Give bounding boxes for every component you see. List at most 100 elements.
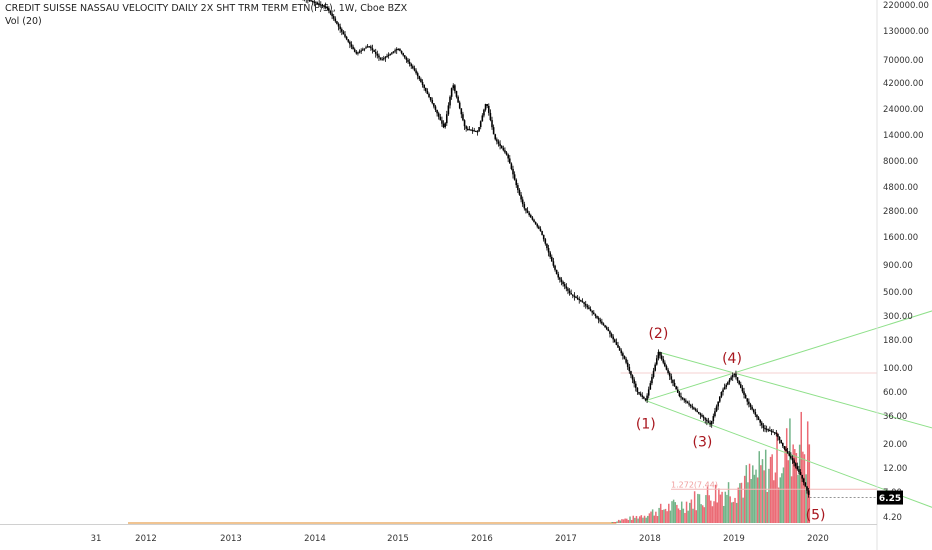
volume-bar: [643, 515, 646, 523]
candle-body: [794, 463, 797, 467]
volume-bar: [805, 474, 807, 523]
candle-body: [594, 314, 597, 316]
candle-body: [757, 417, 760, 421]
candle-body: [481, 115, 484, 122]
candle-body: [722, 389, 724, 392]
volume-bar: [735, 502, 738, 523]
candle-body: [701, 415, 703, 417]
candle-body: [596, 316, 598, 318]
candle-body: [370, 46, 372, 49]
candle-body: [664, 362, 666, 367]
volume-bar: [722, 505, 725, 523]
volume-bar: [700, 504, 702, 523]
volume-bar: [622, 519, 625, 523]
candle-body: [559, 277, 561, 280]
volume-indicator-label[interactable]: Vol (20): [5, 16, 42, 27]
candle-body: [652, 370, 655, 377]
volume-bar: [724, 491, 727, 523]
candle-body: [475, 130, 477, 132]
candle-body: [568, 290, 571, 294]
volume-bar: [693, 491, 696, 523]
candle-body: [694, 409, 697, 411]
candle-body: [497, 141, 500, 144]
candle-body: [384, 57, 387, 59]
candle-body: [707, 421, 710, 423]
candle-body: [584, 303, 587, 306]
time-axis[interactable]: 31 2012 2013 2014 2015 2016 2017 2018 2019 2020: [91, 534, 829, 544]
candle-body: [667, 369, 669, 374]
volume-bar: [714, 484, 717, 523]
candle-body: [588, 307, 590, 310]
lower-channel-line: [645, 400, 932, 508]
volume-bar: [648, 513, 651, 523]
price-tick-label: 100.00: [883, 364, 913, 374]
volume-bar: [750, 479, 752, 523]
candle-body: [806, 486, 808, 491]
candle-body: [691, 406, 694, 408]
candle-body: [560, 279, 563, 282]
volume-bar: [731, 502, 733, 523]
volume-bar: [734, 497, 736, 523]
volume-bar: [637, 518, 639, 523]
price-tick-label: 180.00: [883, 336, 913, 346]
volume-bar: [629, 516, 631, 523]
candle-body: [793, 460, 795, 464]
volume-bar: [787, 460, 790, 523]
candle-body: [693, 407, 695, 410]
candle-body: [583, 302, 585, 304]
candle-body: [626, 362, 629, 367]
volume-bar: [684, 512, 686, 523]
price-axis[interactable]: 220000.00 130000.00 70000.00 42000.00 24000.…: [883, 1, 929, 523]
candle-body: [696, 410, 698, 412]
volume-bar: [630, 519, 633, 523]
candle-body: [801, 474, 803, 479]
candle-body: [786, 451, 789, 454]
candle-body: [804, 482, 807, 487]
candle-body: [571, 294, 574, 296]
volume-bar: [739, 483, 741, 523]
volume-bar: [768, 468, 770, 523]
candle-body: [510, 163, 513, 169]
candle-body: [494, 134, 497, 140]
volume-bar: [676, 504, 678, 523]
candle-body: [581, 301, 584, 303]
volume-bar: [740, 482, 743, 523]
volume-bar: [645, 517, 647, 523]
volume-bar: [671, 501, 673, 523]
candle-body: [654, 364, 656, 371]
candle-body: [483, 109, 485, 116]
volume-bar: [789, 418, 791, 523]
candle-body: [748, 401, 750, 405]
candle-body: [470, 129, 472, 131]
candle-body: [730, 377, 732, 380]
candle-body: [759, 420, 761, 423]
volume-bar: [758, 451, 760, 523]
volume-bar: [647, 515, 649, 523]
candle-body: [416, 73, 419, 77]
volume-bar: [781, 473, 783, 523]
candle-body: [452, 85, 455, 89]
candle-body: [441, 120, 443, 124]
candle-body: [622, 353, 624, 356]
candle-body: [513, 174, 516, 180]
candle-body: [576, 297, 579, 300]
candle-body: [746, 398, 749, 402]
candle-body: [550, 256, 553, 262]
candle-body: [460, 108, 463, 115]
candle-body: [486, 104, 488, 106]
volume-bar: [697, 493, 699, 523]
candle-body: [410, 64, 413, 67]
candle-body: [754, 412, 757, 415]
candle-body: [646, 395, 648, 401]
candle-body: [617, 344, 619, 348]
candle-body: [601, 321, 603, 324]
candle-body: [772, 431, 774, 433]
candle-body: [678, 392, 681, 397]
candle-body: [643, 396, 645, 399]
candle-body: [546, 243, 548, 249]
volume-bar: [690, 499, 693, 523]
candle-body: [625, 358, 627, 363]
price-tick-label: 70000.00: [883, 56, 924, 66]
candle-body: [505, 152, 508, 155]
